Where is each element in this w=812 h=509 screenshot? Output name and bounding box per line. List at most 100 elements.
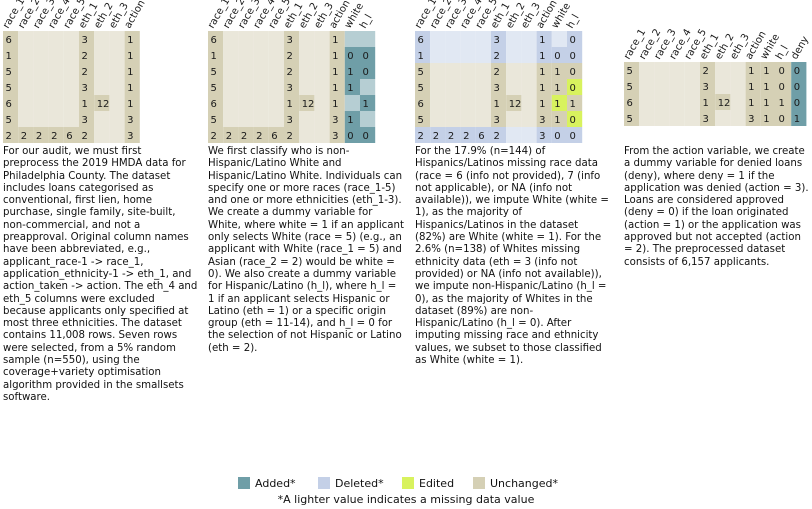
table-cell [33,31,49,47]
table-cell [109,47,125,63]
table-cell [268,127,284,143]
table-cell [475,47,491,63]
cell-value: 0 [570,35,576,46]
cell-value: 6 [627,98,633,109]
table-cell [415,79,431,95]
table-cell [506,111,522,127]
table-cell [360,111,376,127]
table-cell [109,79,125,95]
legend-swatch-added [238,477,250,489]
cell-value: 1 [763,66,769,77]
table-cell [238,95,254,111]
table-cell [624,110,640,126]
table-cell [491,79,507,95]
cell-value: 0 [363,67,369,78]
table-row: 6 3 1 0 [415,31,583,47]
table-cell [567,31,583,47]
table-cell [445,63,461,79]
cell-value: 5 [211,115,217,126]
panel-step-1: race_1 race_2 race_3 race_4 race_5 eth_1 eth_2… [1,0,201,470]
cell-value: 6 [211,35,217,46]
table-cell [344,31,360,47]
cell-value: 0 [570,115,576,126]
table-cell [223,127,239,143]
table-cell [521,95,537,111]
cell-value: 3 [82,35,88,46]
cell-value: 1 [347,83,353,94]
table-cell [238,79,254,95]
table-row: 5 3 3 [3,111,140,127]
table-cell [521,111,537,127]
cell-value: 2 [448,131,454,142]
table-cell [715,94,731,110]
table-cell [551,47,567,63]
table-cell [208,31,224,47]
table-cell [223,63,239,79]
cell-value: 1 [332,67,338,78]
table-row: 6 1 12 1 1 1 [415,95,583,111]
cell-value: 1 [763,114,769,125]
table-cell [506,79,522,95]
table-cell [284,47,300,63]
table-cell [48,47,64,63]
table-cell [33,79,49,95]
table-cell [18,79,34,95]
cell-value: 0 [779,114,785,125]
table-cell [460,111,476,127]
cell-value: 2 [6,131,12,142]
table-cell [551,31,567,47]
cell-value: 2 [287,67,293,78]
table-cell [521,79,537,95]
step-description: For the 17.9% (n=144) of Hispanics/Latin… [415,146,609,367]
table-cell [639,78,655,94]
cell-value: 3 [127,115,133,126]
table-cell [48,63,64,79]
table-cell [536,127,552,143]
table-cell [551,79,567,95]
cell-value: 1 [127,67,133,78]
cell-value: 3 [127,131,133,142]
table-cell [48,127,64,143]
table-cell [360,47,376,63]
panel-step-4: race_1 race_2 race_3 race_4 race_5 eth_1 eth_2… [620,0,812,470]
table-cell [238,127,254,143]
cell-value: 5 [6,115,12,126]
table-cell [238,63,254,79]
cell-value: 0 [554,131,560,142]
table-cell [3,63,19,79]
table-cell [238,31,254,47]
cell-value: 1 [748,66,754,77]
cell-value: 0 [363,51,369,62]
cell-value: 3 [287,35,293,46]
table-cell [791,110,807,126]
table-cell [33,63,49,79]
table-cell [253,47,269,63]
table-cell [567,111,583,127]
table-cell [268,95,284,111]
table-cell [314,63,330,79]
table-cell [94,95,110,111]
table-cell [506,95,522,111]
table-cell [536,31,552,47]
cell-value: 5 [627,82,633,93]
table-cell [460,47,476,63]
table-cell [475,31,491,47]
table-cell [268,47,284,63]
cell-value: 5 [6,67,12,78]
table-cell [791,78,807,94]
cell-value: 2 [703,66,709,77]
table-cell [344,95,360,111]
table-cell [33,111,49,127]
table-cell [299,79,315,95]
table-cell [124,47,140,63]
table-cell [314,31,330,47]
table-cell [79,63,95,79]
table-cell [445,127,461,143]
table-cell [715,78,731,94]
table-cell [124,79,140,95]
table-cell [430,111,446,127]
